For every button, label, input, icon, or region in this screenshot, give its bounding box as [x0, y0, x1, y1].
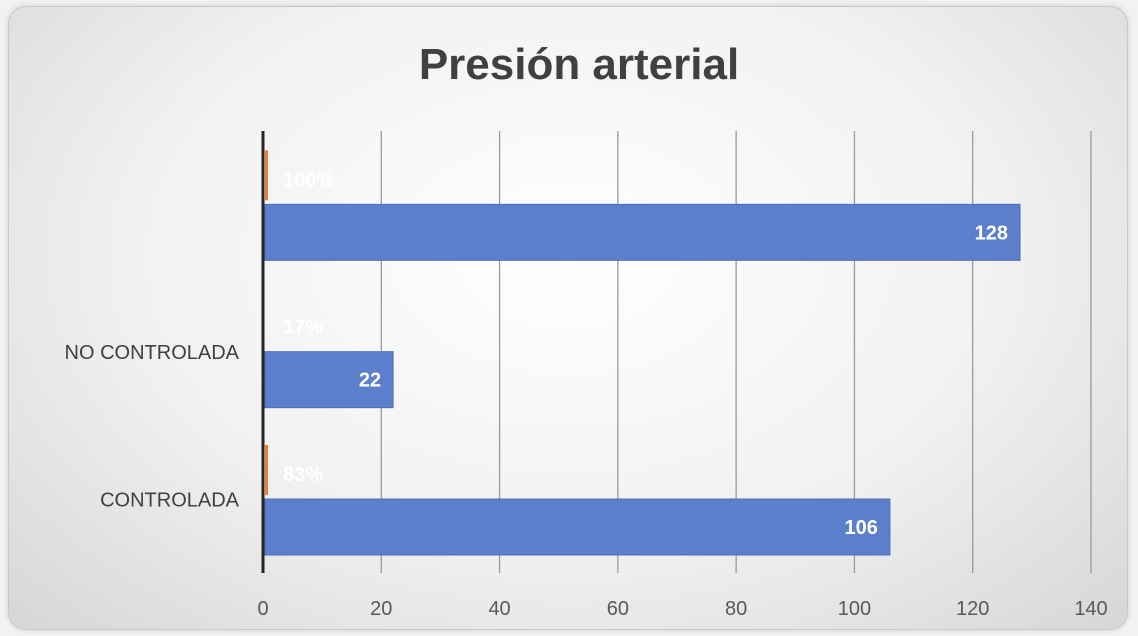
- chart-svg: Presión arterial 0 20 40 60 80 100 120 140 106 83…: [65, 40, 1108, 620]
- pct-label-2: 100%: [283, 169, 334, 191]
- x-tick-label-20: 20: [370, 598, 392, 620]
- x-tick-label-80: 80: [725, 598, 747, 620]
- x-tick-label-120: 120: [956, 598, 989, 620]
- x-tick-label-60: 60: [607, 598, 629, 620]
- x-tick-label-0: 0: [257, 598, 268, 620]
- x-tick-label-40: 40: [488, 598, 510, 620]
- pct-bar-0: [265, 445, 268, 495]
- chart-frame: Presión arterial 0 20 40 60 80 100 120 140 106 83…: [8, 6, 1128, 630]
- bar-value-label-1: 22: [359, 370, 381, 392]
- x-tick-label-140: 140: [1074, 598, 1107, 620]
- category-label-0: CONTROLADA: [100, 489, 240, 511]
- pct-label-1: 17%: [283, 317, 323, 339]
- bar-value-label-0: 106: [845, 517, 878, 539]
- bar-2: [264, 203, 1021, 261]
- category-label-1: NO CONTROLADA: [65, 342, 240, 364]
- bars: [264, 150, 1021, 556]
- bar-value-label-2: 128: [975, 222, 1008, 244]
- bar-0: [264, 498, 891, 556]
- chart-title: Presión arterial: [419, 40, 739, 89]
- pct-label-0: 83%: [283, 464, 323, 486]
- bar-1: [264, 351, 394, 409]
- labels: 0 20 40 60 80 100 120 140 106 83% CONTROLADA 22 17% N…: [65, 169, 1108, 620]
- x-tick-label-100: 100: [838, 598, 871, 620]
- pct-bar-2: [265, 150, 268, 201]
